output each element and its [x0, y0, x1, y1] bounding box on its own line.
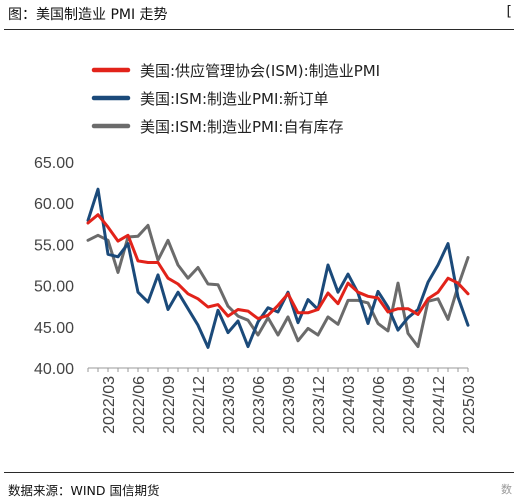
- y-tick-label: 40.00: [34, 361, 74, 378]
- series-line-ism-pmi: [86, 213, 470, 321]
- legend-label-3: 美国:ISM:制造业PMI:自有库存: [140, 118, 343, 136]
- corner-mark-bottom: 数: [501, 483, 512, 496]
- y-tick-label: 45.00: [34, 320, 74, 337]
- chart-title: 图：美国制造业 PMI 走势: [8, 7, 168, 23]
- footer-divider: [4, 472, 514, 473]
- x-tick-label: 2024/12: [431, 376, 448, 434]
- x-tick-label: 2025/03: [461, 376, 478, 434]
- legend: 美国:供应管理协会(ISM):制造业PMI 美国:ISM:制造业PMI:新订单美国…: [91, 62, 380, 136]
- x-axis: 2022/03 2022/06 2022/09 2022/12 2023/03 2023/…: [87, 367, 478, 434]
- legend-label-2: 美国:ISM:制造业PMI:新订单: [140, 90, 328, 108]
- series-line-inventories: [86, 223, 470, 349]
- series-line-new-orders: [86, 187, 470, 349]
- x-tick-label: 2024/03: [341, 376, 358, 434]
- y-tick-label: 55.00: [34, 237, 74, 254]
- y-tick-label: 50.00: [34, 279, 74, 296]
- title-divider: [4, 29, 514, 30]
- x-tick-label: 2023/12: [311, 376, 328, 434]
- x-tick-label: 2023/06: [251, 376, 268, 434]
- data-source-note: 数据来源：WIND 国信期货: [8, 483, 160, 498]
- y-tick-label: 60.00: [34, 196, 74, 213]
- y-axis: 40.00 45.00 50.00 55.00 60.00 65.00: [34, 155, 74, 378]
- x-tick-label: 2022/12: [191, 376, 208, 434]
- x-tick-label: 2024/09: [401, 376, 418, 434]
- legend-label-1: 美国:供应管理协会(ISM):制造业PMI: [140, 62, 380, 80]
- x-tick-label: 2022/03: [101, 376, 118, 434]
- x-tick-label: 2022/06: [131, 376, 148, 434]
- x-tick-label: 2022/09: [161, 376, 178, 434]
- y-tick-label: 65.00: [34, 155, 74, 172]
- corner-mark-top: [: [506, 4, 512, 20]
- pmi-line-chart: 美国:供应管理协会(ISM):制造业PMI 美国:ISM:制造业PMI:新订单美国…: [34, 62, 478, 434]
- x-tick-label: 2023/03: [221, 376, 238, 434]
- x-tick-label: 2024/06: [371, 376, 388, 434]
- x-tick-label: 2023/09: [281, 376, 298, 434]
- plot-area: [86, 187, 470, 349]
